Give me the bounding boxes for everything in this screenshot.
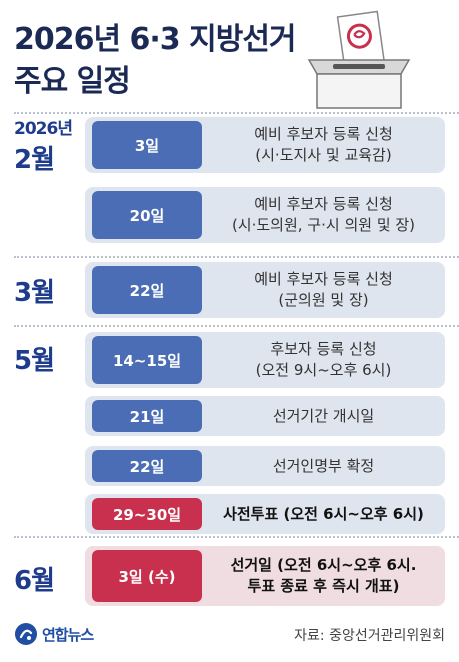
month-february: 2026년 2월	[14, 119, 73, 176]
ballot-box-icon	[307, 10, 411, 109]
schedule-line1: 예비 후보자 등록 신청	[254, 270, 393, 288]
divider-feb-mar	[14, 256, 459, 258]
divider-may-jun	[14, 536, 459, 538]
schedule-line1: 선거일 (오전 6시~오후 6시.	[230, 556, 417, 574]
schedule-row: 20일 예비 후보자 등록 신청 (시·도의원, 구·시 의원 및 장)	[85, 187, 445, 243]
schedule-line2: (오전 9시~오후 6시)	[255, 361, 392, 379]
schedule-description: 후보자 등록 신청 (오전 9시~오후 6시)	[202, 332, 445, 388]
schedule-line1: 사전투표 (오전 6시~오후 6시)	[223, 504, 424, 523]
divider-top	[14, 112, 459, 114]
schedule-day: 3일 (수)	[92, 550, 202, 602]
schedule-day: 3일	[92, 121, 202, 169]
schedule-row: 22일 예비 후보자 등록 신청 (군의원 및 장)	[85, 262, 445, 318]
schedule-line2: 투표 종료 후 즉시 개표)	[247, 577, 400, 595]
divider-mar-may	[14, 325, 459, 327]
schedule-row: 14~15일 후보자 등록 신청 (오전 9시~오후 6시)	[85, 332, 445, 388]
schedule-description: 예비 후보자 등록 신청 (군의원 및 장)	[202, 262, 445, 318]
schedule-day: 14~15일	[92, 336, 202, 384]
month-may: 5월	[14, 346, 55, 376]
schedule-row: 3일 예비 후보자 등록 신청 (시·도지사 및 교육감)	[85, 117, 445, 173]
schedule-row: 21일 선거기간 개시일	[85, 396, 445, 436]
schedule-day: 29~30일	[92, 498, 202, 530]
schedule-row-early-voting: 29~30일 사전투표 (오전 6시~오후 6시)	[85, 494, 445, 534]
yonhap-logo-icon	[15, 623, 37, 645]
schedule-description: 예비 후보자 등록 신청 (시·도의원, 구·시 의원 및 장)	[202, 187, 445, 243]
schedule-description: 예비 후보자 등록 신청 (시·도지사 및 교육감)	[202, 117, 445, 173]
yonhap-logo: 연합뉴스	[14, 622, 94, 646]
schedule-row-election-day: 3일 (수) 선거일 (오전 6시~오후 6시. 투표 종료 후 즉시 개표)	[85, 546, 445, 606]
page-title-line1: 2026년 6·3 지방선거	[14, 22, 297, 57]
page-title-line2: 주요 일정	[14, 64, 131, 99]
footer: 연합뉴스 자료: 중앙선거관리위원회	[14, 620, 445, 648]
schedule-day: 21일	[92, 400, 202, 432]
month-june: 6월	[14, 566, 55, 596]
schedule-description: 사전투표 (오전 6시~오후 6시)	[202, 494, 445, 534]
schedule-line1: 선거인명부 확정	[272, 456, 375, 475]
month-label: 2월	[14, 145, 55, 175]
schedule-line2: (군의원 및 장)	[278, 291, 369, 309]
schedule-description: 선거기간 개시일	[202, 396, 445, 436]
schedule-row: 22일 선거인명부 확정	[85, 446, 445, 486]
schedule-line1: 예비 후보자 등록 신청	[254, 195, 393, 213]
month-year: 2026년	[14, 119, 73, 139]
logo-text: 연합뉴스	[42, 625, 94, 644]
schedule-line2: (시·도의원, 구·시 의원 및 장)	[231, 216, 416, 234]
schedule-line1: 선거기간 개시일	[272, 406, 375, 425]
schedule-line2: (시·도지사 및 교육감)	[255, 146, 392, 164]
schedule-line1: 예비 후보자 등록 신청	[254, 125, 393, 143]
source-note: 자료: 중앙선거관리위원회	[294, 628, 445, 644]
schedule-day: 22일	[92, 450, 202, 482]
schedule-day: 22일	[92, 266, 202, 314]
schedule-description: 선거일 (오전 6시~오후 6시. 투표 종료 후 즉시 개표)	[202, 546, 445, 606]
schedule-day: 20일	[92, 191, 202, 239]
schedule-line1: 후보자 등록 신청	[270, 340, 377, 358]
schedule-description: 선거인명부 확정	[202, 446, 445, 486]
month-march: 3월	[14, 278, 55, 308]
